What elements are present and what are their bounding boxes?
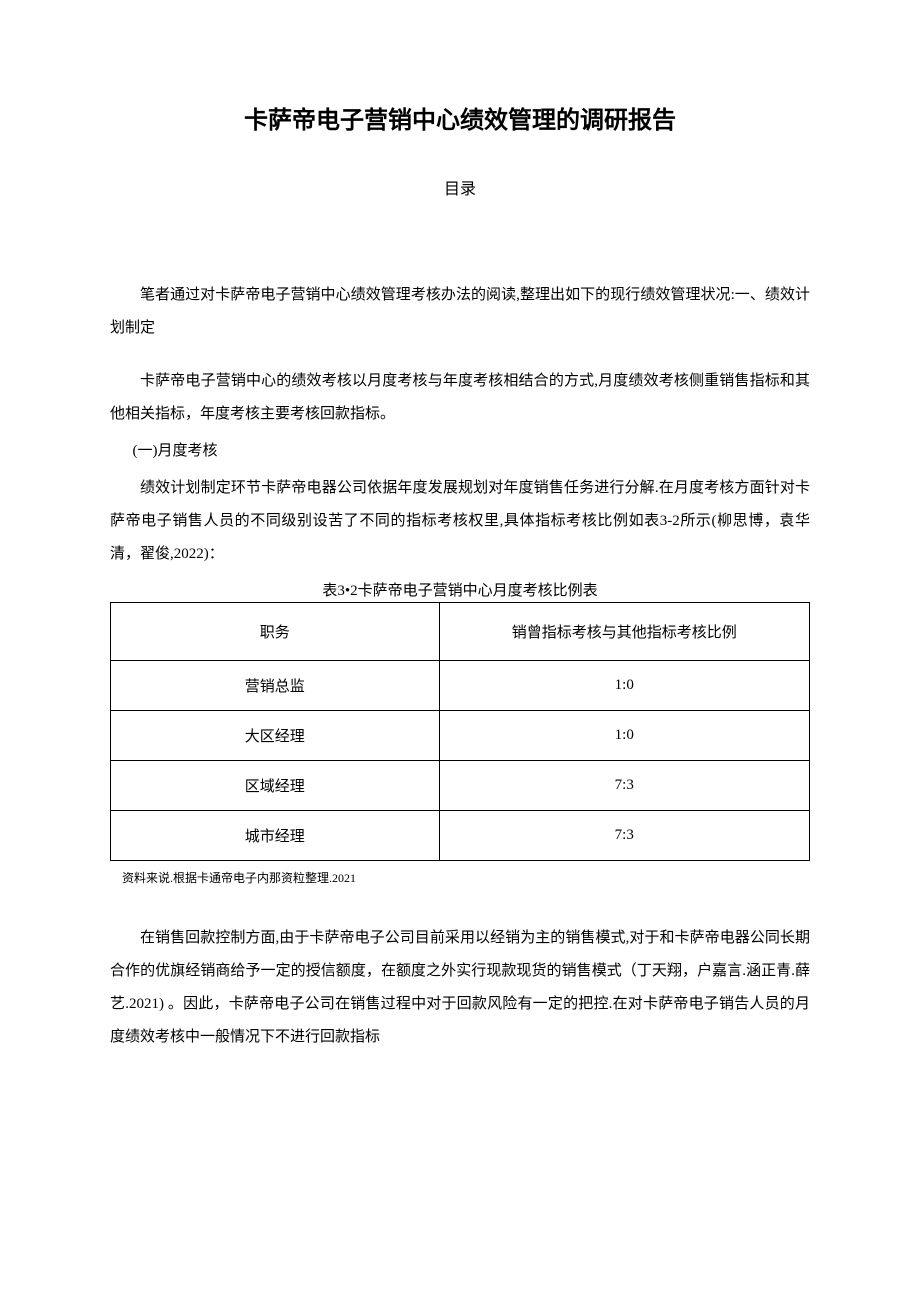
table-cell: 7:3 — [439, 761, 809, 811]
table-header-col2: 销曾指标考核与其他指标考核比例 — [439, 603, 809, 661]
table-row: 区域经理 7:3 — [111, 761, 810, 811]
table-row: 大区经理 1:0 — [111, 711, 810, 761]
table-header-row: 职务 销曾指标考核与其他指标考核比例 — [111, 603, 810, 661]
table-cell: 大区经理 — [111, 711, 440, 761]
table-caption: 表3•2卡萨帝电子营销中心月度考核比例表 — [110, 579, 810, 600]
paragraph-4: 在销售回款控制方面,由于卡萨帝电子公司目前采用以经销为主的销售模式,对于和卡萨帝… — [110, 922, 810, 1054]
table-cell: 城市经理 — [111, 811, 440, 861]
table-cell: 区域经理 — [111, 761, 440, 811]
table-header-col1: 职务 — [111, 603, 440, 661]
table-footnote: 资料来说.根据卡通帝电子内那资粒整理.2021 — [122, 869, 810, 886]
document-title: 卡萨帝电子营销中心绩效管理的调研报告 — [110, 100, 810, 135]
toc-label: 目录 — [110, 175, 810, 199]
paragraph-2: 卡萨帝电子营销中心的绩效考核以月度考核与年度考核相结合的方式,月度绩效考核侧重销… — [110, 365, 810, 431]
table-cell: 1:0 — [439, 661, 809, 711]
table-cell: 7:3 — [439, 811, 809, 861]
ratio-table: 职务 销曾指标考核与其他指标考核比例 营销总监 1:0 大区经理 1:0 区域经… — [110, 602, 810, 861]
subsection-a: (一)月度考核 — [110, 435, 810, 468]
paragraph-3: 绩效计划制定环节卡萨帝电器公司依据年度发展规划对年度销售任务进行分解.在月度考核… — [110, 472, 810, 571]
table-row: 营销总监 1:0 — [111, 661, 810, 711]
table-row: 城市经理 7:3 — [111, 811, 810, 861]
table-cell: 营销总监 — [111, 661, 440, 711]
table-cell: 1:0 — [439, 711, 809, 761]
paragraph-1: 笔者通过对卡萨帝电子营销中心绩效管理考核办法的阅读,整理出如下的现行绩效管理状况… — [110, 279, 810, 345]
